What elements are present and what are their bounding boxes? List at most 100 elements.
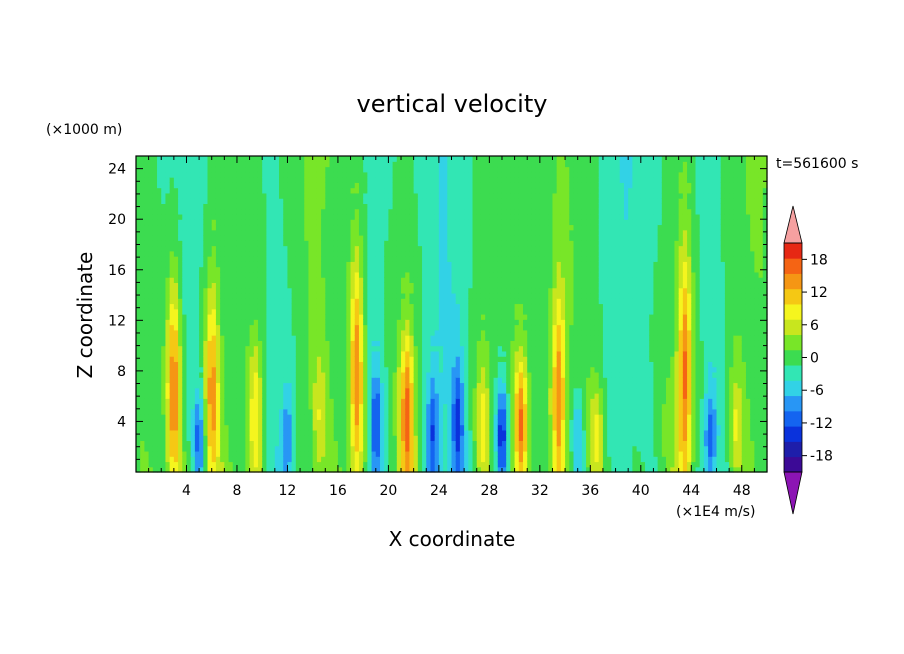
heatmap-cell bbox=[215, 235, 221, 241]
heatmap-cell bbox=[199, 414, 204, 420]
heatmap-cell bbox=[472, 219, 478, 226]
heatmap-cell bbox=[215, 229, 221, 236]
heatmap-cell bbox=[371, 393, 377, 399]
heatmap-cell bbox=[384, 303, 389, 310]
heatmap-cell bbox=[157, 335, 162, 341]
heatmap-cell bbox=[358, 208, 364, 215]
heatmap-cell bbox=[312, 435, 318, 441]
heatmap-cell bbox=[207, 319, 213, 326]
heatmap-cell bbox=[316, 198, 322, 204]
heatmap-cell bbox=[291, 177, 297, 183]
heatmap-cell bbox=[300, 298, 305, 305]
heatmap-cell bbox=[316, 187, 322, 194]
heatmap-cell bbox=[426, 224, 432, 231]
heatmap-cell bbox=[333, 166, 339, 173]
heatmap-cell bbox=[241, 282, 246, 289]
heatmap-cell bbox=[401, 271, 406, 278]
heatmap-cell bbox=[287, 240, 293, 247]
heatmap-cell bbox=[228, 219, 234, 226]
heatmap-cell bbox=[241, 324, 246, 331]
heatmap-cell bbox=[480, 229, 486, 236]
heatmap-cell bbox=[480, 166, 486, 173]
heatmap-cell bbox=[438, 403, 444, 410]
heatmap-cell bbox=[182, 171, 188, 178]
heatmap-cell bbox=[434, 235, 440, 241]
heatmap-cell bbox=[417, 271, 423, 278]
heatmap-cell bbox=[224, 335, 230, 341]
heatmap-cell bbox=[165, 324, 171, 331]
heatmap-cell bbox=[438, 292, 444, 299]
heatmap-cell bbox=[312, 282, 318, 289]
heatmap-cell bbox=[388, 277, 394, 283]
heatmap-cell bbox=[321, 308, 326, 315]
heatmap-cell bbox=[152, 219, 158, 226]
heatmap-cell bbox=[396, 303, 402, 310]
heatmap-cell bbox=[169, 403, 175, 410]
heatmap-cell bbox=[392, 419, 398, 426]
heatmap-cell bbox=[308, 361, 314, 368]
heatmap-cell bbox=[333, 398, 339, 405]
heatmap-cell bbox=[148, 308, 154, 315]
heatmap-cell bbox=[337, 187, 343, 194]
heatmap-cell bbox=[300, 292, 305, 299]
heatmap-cell bbox=[300, 277, 305, 283]
heatmap-cell bbox=[295, 398, 301, 405]
heatmap-cell bbox=[245, 298, 251, 305]
heatmap-cell bbox=[245, 398, 251, 405]
heatmap-cell bbox=[169, 182, 175, 189]
heatmap-cell bbox=[236, 387, 242, 394]
heatmap-cell bbox=[262, 177, 268, 183]
heatmap-cell bbox=[241, 203, 246, 210]
heatmap-cell bbox=[392, 408, 398, 415]
heatmap-cell bbox=[426, 203, 432, 210]
heatmap-cell bbox=[401, 198, 406, 204]
heatmap-cell bbox=[464, 245, 469, 252]
heatmap-cell bbox=[190, 366, 196, 373]
heatmap-cell bbox=[308, 187, 314, 194]
heatmap-cell bbox=[236, 356, 242, 362]
heatmap-cell bbox=[321, 177, 326, 183]
heatmap-cell bbox=[426, 329, 432, 336]
heatmap-cell bbox=[417, 277, 423, 283]
heatmap-cell bbox=[279, 435, 284, 441]
heatmap-cell bbox=[346, 382, 352, 389]
heatmap-cell bbox=[392, 292, 398, 299]
heatmap-cell bbox=[165, 371, 171, 378]
heatmap-cell bbox=[245, 161, 251, 168]
heatmap-cell bbox=[136, 292, 141, 299]
heatmap-cell bbox=[279, 429, 284, 436]
heatmap-cell bbox=[211, 187, 217, 194]
heatmap-cell bbox=[220, 219, 225, 226]
heatmap-cell bbox=[384, 393, 389, 399]
heatmap-cell bbox=[186, 414, 192, 420]
heatmap-cell bbox=[215, 414, 221, 420]
heatmap-cell bbox=[140, 282, 146, 289]
heatmap-cell bbox=[480, 256, 486, 262]
heatmap-cell bbox=[342, 356, 347, 362]
heatmap-cell bbox=[379, 340, 385, 347]
heatmap-cell bbox=[270, 256, 276, 262]
heatmap-cell bbox=[350, 314, 356, 320]
heatmap-cell bbox=[215, 177, 221, 183]
heatmap-cell bbox=[232, 319, 238, 326]
heatmap-cell bbox=[173, 329, 179, 336]
heatmap-cell bbox=[409, 156, 415, 162]
heatmap-cell bbox=[207, 435, 213, 441]
heatmap-cell bbox=[358, 166, 364, 173]
heatmap-cell bbox=[207, 261, 213, 268]
heatmap-cell bbox=[350, 429, 356, 436]
heatmap-cell bbox=[434, 187, 440, 194]
heatmap-cell bbox=[304, 240, 310, 247]
heatmap-cell bbox=[405, 450, 411, 457]
heatmap-cell bbox=[136, 408, 141, 415]
heatmap-cell bbox=[207, 429, 213, 436]
heatmap-cell bbox=[182, 356, 188, 362]
heatmap-cell bbox=[350, 319, 356, 326]
heatmap-cell bbox=[363, 371, 368, 378]
heatmap-cell bbox=[199, 224, 204, 231]
heatmap-cell bbox=[443, 277, 448, 283]
heatmap-cell bbox=[333, 282, 339, 289]
heatmap-cell bbox=[443, 287, 448, 294]
heatmap-cell bbox=[392, 266, 398, 273]
heatmap-cell bbox=[354, 466, 360, 473]
